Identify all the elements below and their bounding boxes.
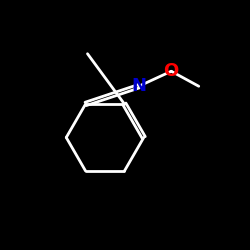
Text: N: N — [131, 77, 146, 95]
Text: O: O — [164, 62, 179, 80]
